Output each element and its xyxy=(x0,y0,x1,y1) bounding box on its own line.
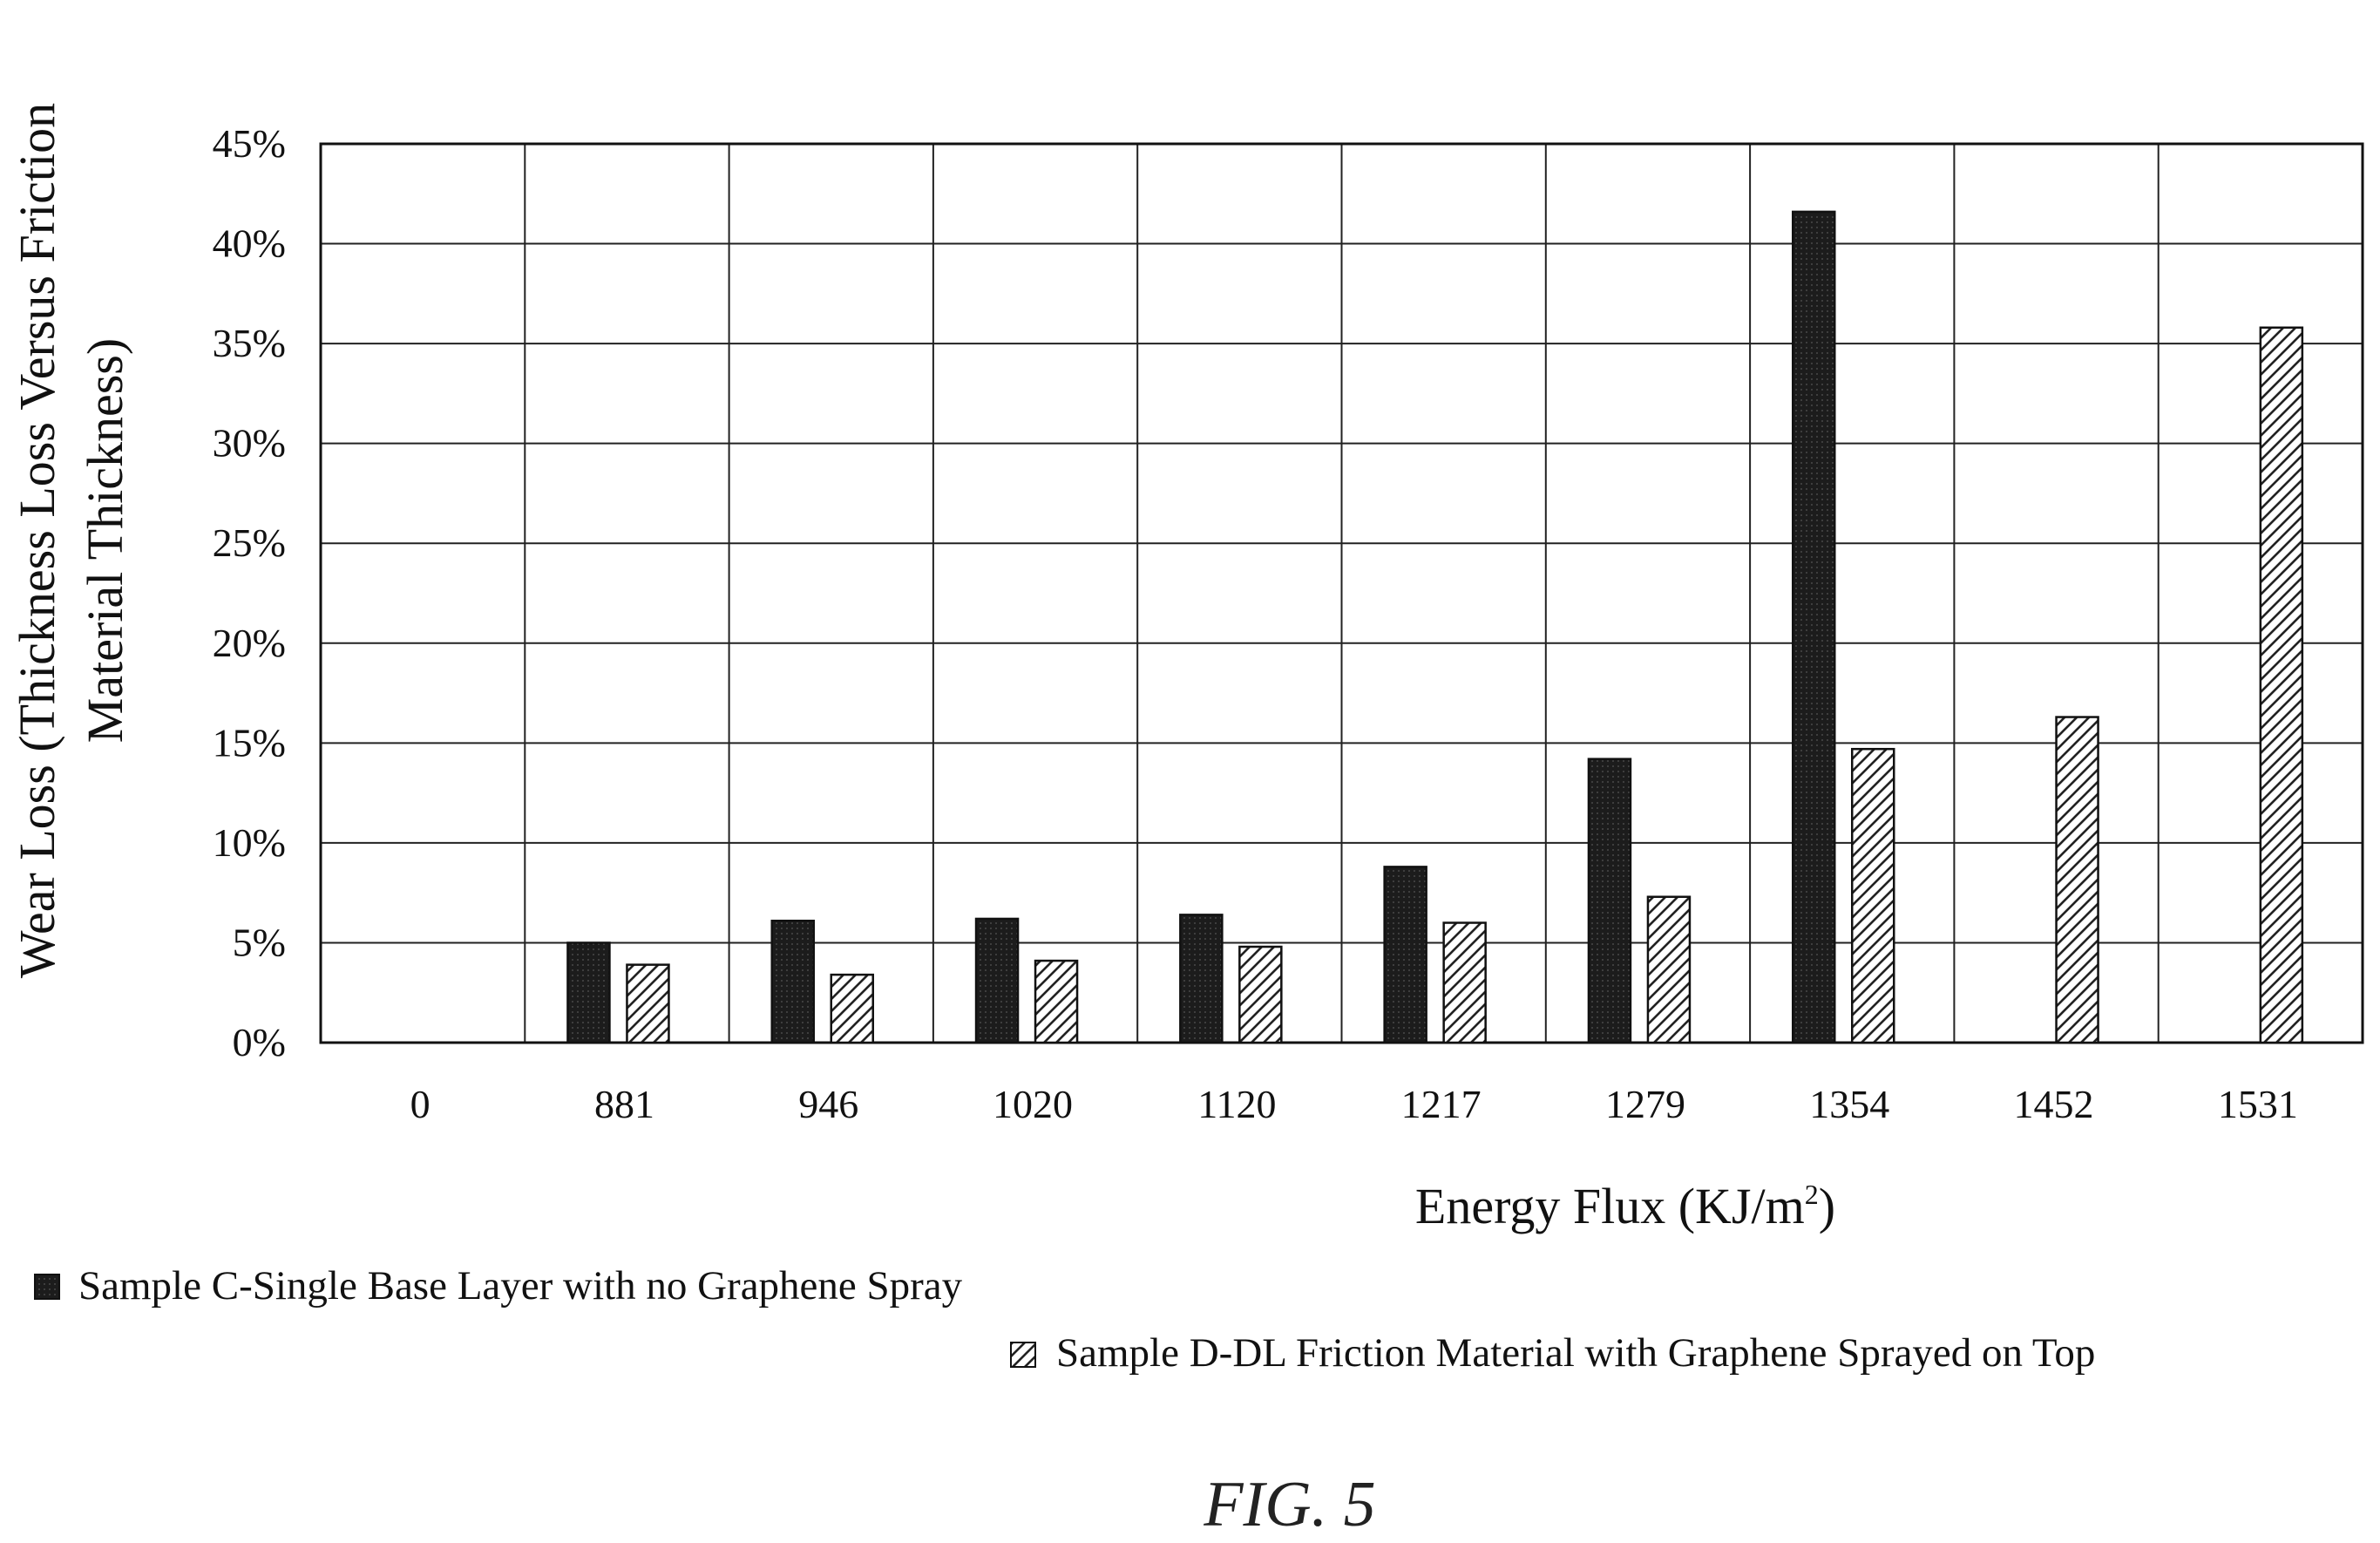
y-tick-label: 5% xyxy=(233,920,286,964)
legend: Sample C-Single Base Layer with no Graph… xyxy=(34,1263,2095,1376)
bar-series-2-946 xyxy=(830,973,874,1044)
y-tick-label: 20% xyxy=(213,621,286,665)
x-tick-label: 1279 xyxy=(1605,1082,1685,1126)
x-tick-label: 1020 xyxy=(993,1082,1073,1126)
bar-series-2-1279 xyxy=(1646,895,1692,1044)
x-axis-title-sup: 2 xyxy=(1805,1179,1819,1210)
y-axis-title-line2: Material Thickness) xyxy=(77,338,133,743)
bar-series-2-1354 xyxy=(1851,747,1895,1044)
legend-label-series-2: Sample D-DL Friction Material with Graph… xyxy=(1056,1330,2095,1376)
x-tick-labels: 0 881 946 1020 1120 1217 1279 1354 1452 1531 xyxy=(410,1082,2298,1126)
y-tick-label: 25% xyxy=(213,520,286,565)
y-axis-title-line1: Wear Loss (Thickness Loss Versus Frictio… xyxy=(9,103,65,978)
x-tick-label: 946 xyxy=(798,1082,858,1126)
x-tick-label: 881 xyxy=(594,1082,654,1126)
bar-series-2-1531 xyxy=(2259,326,2304,1044)
legend-label-series-1: Sample C-Single Base Layer with no Graph… xyxy=(78,1263,963,1308)
x-axis-title: Energy Flux (KJ/m2) xyxy=(1415,1178,1835,1234)
legend-swatch-series-1 xyxy=(34,1274,60,1300)
bar-series-1-1120 xyxy=(1179,914,1224,1044)
grid-layer xyxy=(319,142,2364,1044)
x-tick-label: 0 xyxy=(410,1082,431,1126)
y-tick-label: 0% xyxy=(233,1020,286,1064)
x-tick-label: 1354 xyxy=(1809,1082,1889,1126)
bar-series-1-1279 xyxy=(1587,758,1632,1044)
bar-layer xyxy=(566,210,2304,1044)
x-tick-label: 1531 xyxy=(2218,1082,2298,1126)
bar-series-1-1020 xyxy=(974,917,1020,1044)
x-axis-title-main: Energy Flux (KJ/m xyxy=(1415,1178,1805,1234)
x-tick-label: 1217 xyxy=(1401,1082,1482,1126)
x-axis-title-end: ) xyxy=(1819,1178,1835,1234)
y-tick-label: 15% xyxy=(213,720,286,765)
x-tick-label: 1452 xyxy=(2014,1082,2094,1126)
figure-label: FIG. 5 xyxy=(1203,1469,1375,1540)
bar-series-2-1452 xyxy=(2055,716,2099,1044)
y-tick-label: 35% xyxy=(213,321,286,365)
plot-frame xyxy=(319,142,2364,1044)
y-tick-label: 40% xyxy=(213,221,286,266)
y-tick-label: 10% xyxy=(213,820,286,865)
bar-series-2-1217 xyxy=(1442,921,1487,1044)
legend-swatch-series-2 xyxy=(1010,1342,1036,1368)
bar-series-2-1020 xyxy=(1034,959,1079,1044)
y-tick-labels: 0% 5% 10% 15% 20% 25% 30% 35% 40% 45% xyxy=(213,121,286,1064)
bar-series-1-1217 xyxy=(1383,866,1427,1044)
bar-series-1-881 xyxy=(566,941,611,1044)
y-tick-label: 45% xyxy=(213,121,286,166)
x-tick-label: 1120 xyxy=(1197,1082,1276,1126)
bar-series-2-1120 xyxy=(1238,945,1283,1044)
bar-series-1-946 xyxy=(770,919,815,1044)
bar-series-1-1354 xyxy=(1792,210,1836,1044)
y-tick-label: 30% xyxy=(213,421,286,466)
bar-series-2-881 xyxy=(626,963,670,1044)
